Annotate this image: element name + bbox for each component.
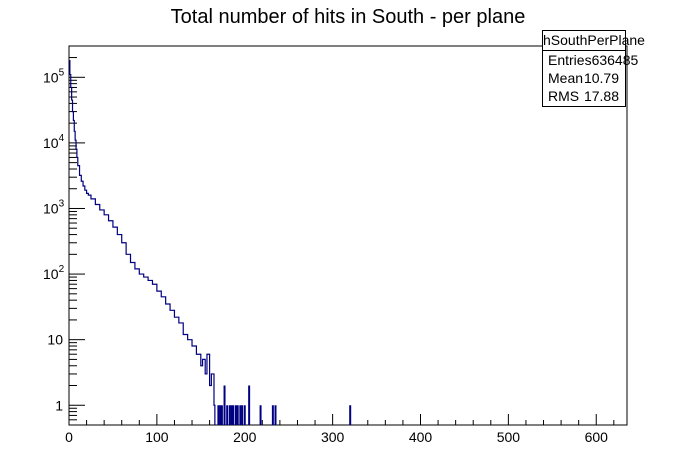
x-tick-label: 300 [321, 429, 345, 445]
stats-box: hSouthPerPlane Entries 636485 Mean 10.79… [542, 30, 645, 107]
y-tick-label: 104 [43, 133, 65, 151]
stats-entries-value: 636485 [591, 52, 639, 68]
y-tick-label: 105 [43, 67, 65, 85]
x-tick-label: 0 [65, 429, 73, 445]
stats-mean-row: Mean 10.79 [543, 69, 625, 87]
stats-entries-label: Entries [548, 52, 592, 68]
x-tick-label: 500 [497, 429, 521, 445]
x-tick-label: 100 [145, 429, 169, 445]
chart-title: Total number of hits in South - per plan… [170, 6, 526, 28]
stats-rms-row: RMS 17.88 [543, 87, 625, 105]
stats-rms-value: 17.88 [583, 88, 619, 104]
x-tick-label: 200 [233, 429, 257, 445]
x-tick-label: 400 [409, 429, 433, 445]
histogram-line [69, 59, 216, 425]
stats-rms-label: RMS [548, 88, 580, 104]
stats-name: hSouthPerPlane [543, 31, 645, 51]
stats-mean-label: Mean [548, 70, 584, 86]
stats-entries-row: Entries 636485 [543, 51, 638, 69]
y-tick-label: 1 [55, 397, 63, 413]
y-tick-label: 10 [47, 332, 63, 348]
y-tick-label: 103 [43, 198, 65, 216]
x-tick-label: 600 [585, 429, 609, 445]
plot-frame [68, 45, 628, 426]
stats-mean-value: 10.79 [583, 70, 619, 86]
y-tick-label: 102 [43, 264, 65, 282]
